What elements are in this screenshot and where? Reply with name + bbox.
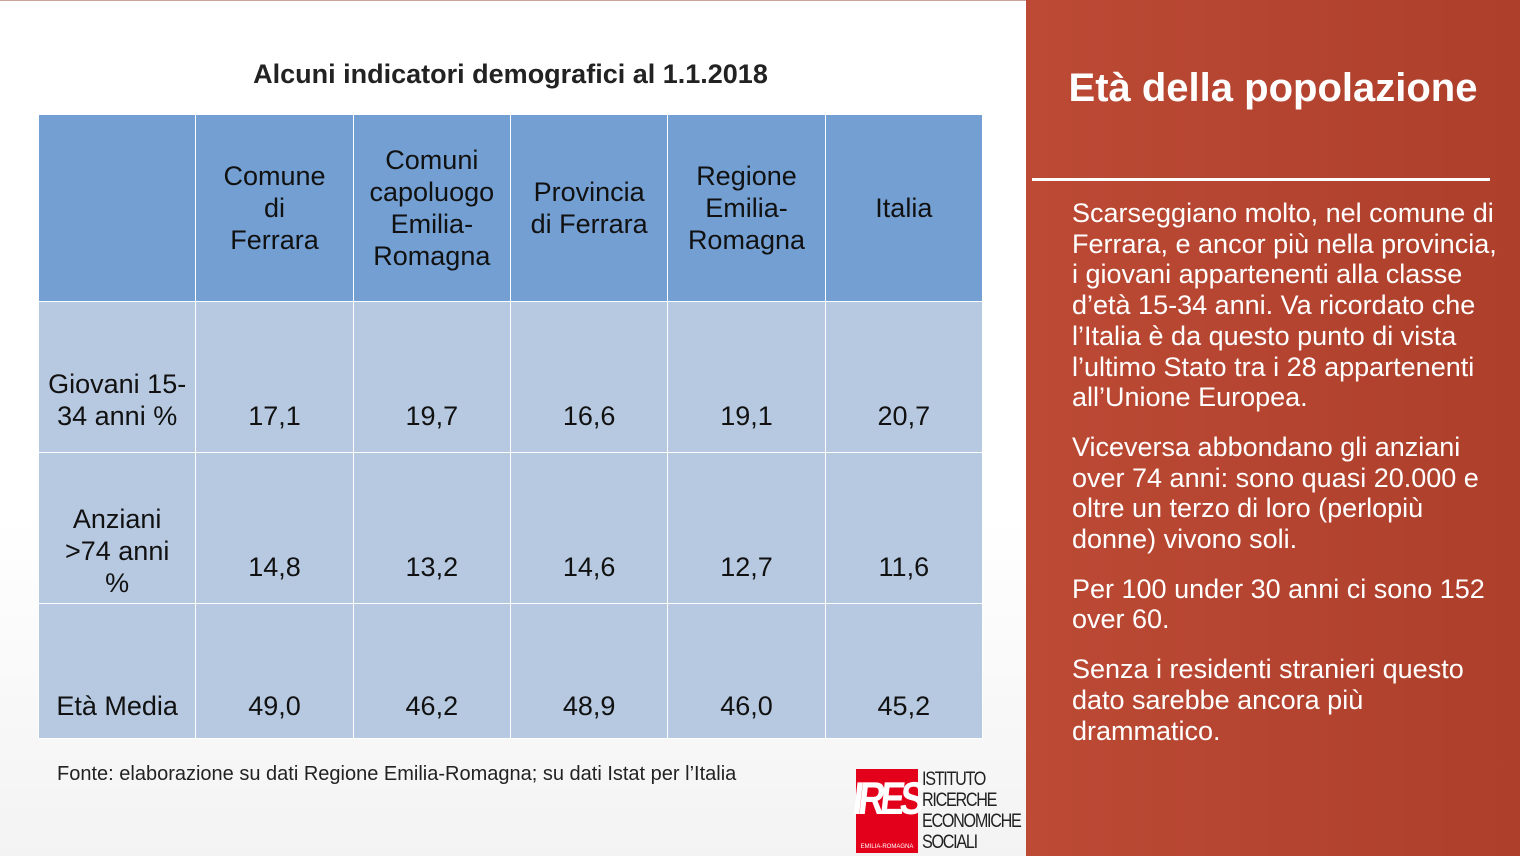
table-row: Anziani >74 anni % 14,8 13,2 14,6 12,7 1… [37, 452, 984, 604]
cell: 17,1 [195, 301, 354, 453]
header-cell [37, 114, 197, 302]
cell: 49,0 [195, 603, 354, 739]
table-row: Età Media 49,0 46,2 48,9 46,0 45,2 [37, 603, 984, 739]
cell: 14,6 [509, 452, 669, 604]
logo-line: ECONOMICHE [922, 811, 1022, 832]
row-label: Età Media [37, 603, 197, 739]
cell: 46,2 [352, 603, 511, 739]
cell: 45,2 [824, 603, 984, 739]
paragraph: Viceversa abbondano gli anziani over 74 … [1072, 431, 1479, 555]
header-cell: Provincia di Ferrara [509, 114, 669, 302]
commentary: Scarseggiano molto, nel comune di Ferrar… [1072, 198, 1500, 765]
cell: 14,8 [195, 452, 354, 604]
slide-content: Alcuni indicatori demografici al 1.1.201… [0, 0, 1026, 856]
cell: 19,1 [667, 301, 826, 453]
logo-line: SOCIALI [922, 832, 978, 853]
demographics-table: Comune di Ferrara Comuni capoluogo Emili… [37, 114, 984, 739]
header-cell: Italia [824, 114, 984, 302]
logo-sub-text: EMILIA-ROMAGNA [860, 844, 914, 850]
cell: 13,2 [352, 452, 511, 604]
logo-line: RICERCHE [922, 790, 997, 811]
slide-title: Età della popolazione [1068, 66, 1478, 110]
table-title: Alcuni indicatori demografici al 1.1.201… [253, 59, 768, 89]
logo-mark: IRES EMILIA-ROMAGNA [851, 769, 923, 853]
row-label: Anziani >74 anni % [37, 452, 197, 604]
paragraph: Per 100 under 30 anni ci sono 152 over 6… [1072, 573, 1485, 635]
logo-mark-text: IRES [850, 772, 924, 824]
header-cell: Comune di Ferrara [195, 114, 354, 302]
header-cell: Regione Emilia-Romagna [667, 114, 826, 302]
cell: 20,7 [824, 301, 984, 453]
ires-logo: IRES EMILIA-ROMAGNA ISTITUTO RICERCHE EC… [851, 769, 1038, 853]
side-panel: Età della popolazione Scarseggiano molto… [1026, 0, 1520, 856]
source-note: Fonte: elaborazione su dati Regione Emil… [57, 763, 737, 785]
cell: 11,6 [824, 452, 984, 604]
table-row: Giovani 15-34 anni % 17,1 19,7 16,6 19,1… [37, 301, 984, 453]
logo-line: ISTITUTO [922, 769, 986, 790]
cell: 48,9 [509, 603, 669, 739]
cell: 46,0 [667, 603, 826, 739]
row-label: Giovani 15-34 anni % [37, 301, 197, 453]
cell: 19,7 [352, 301, 511, 453]
logo-text: ISTITUTO RICERCHE ECONOMICHE SOCIALI [922, 769, 1022, 853]
paragraph: Senza i residenti stranieri questo dato … [1072, 654, 1464, 746]
cell: 12,7 [667, 452, 826, 604]
divider [1032, 178, 1490, 181]
header-cell: Comuni capoluogo Emilia-Romagna [352, 114, 511, 302]
cell: 16,6 [509, 301, 669, 453]
paragraph: Scarseggiano molto, nel comune di Ferrar… [1072, 198, 1497, 413]
table-header-row: Comune di Ferrara Comuni capoluogo Emili… [37, 114, 984, 302]
